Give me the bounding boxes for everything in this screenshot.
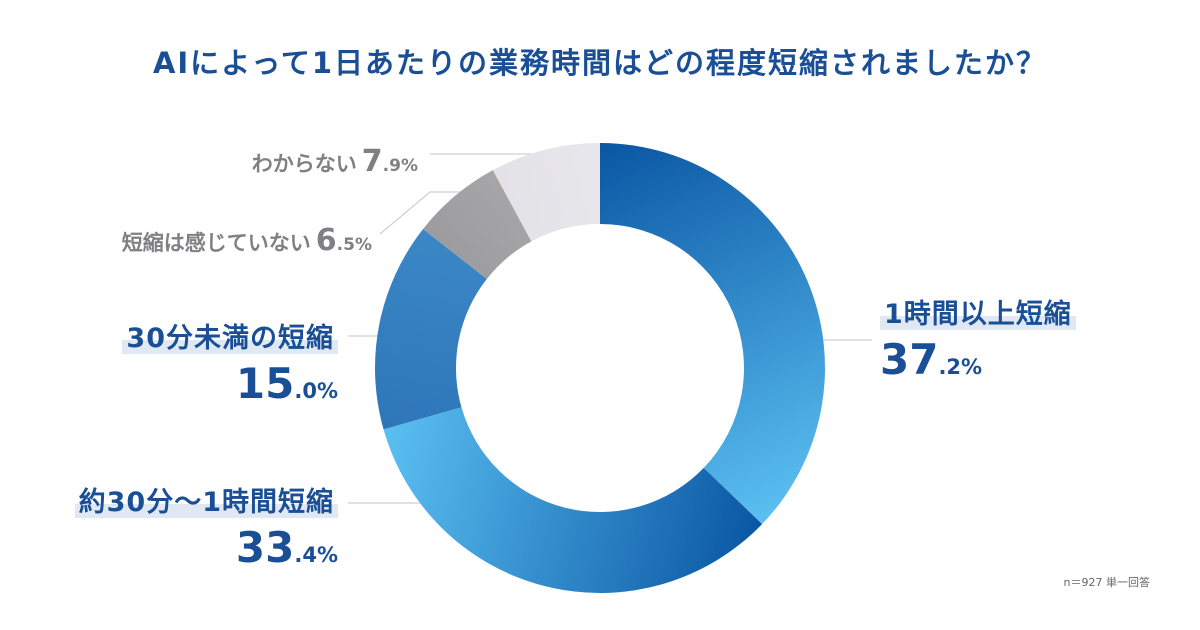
slice-dont-know xyxy=(492,143,600,242)
label-no-reduction-name: 短縮は感じていない xyxy=(121,231,311,255)
label-30min-to-1h: 約30分〜1時間短縮 33.4% xyxy=(74,480,338,572)
label-dont-know-pct-dec: .9% xyxy=(382,156,418,176)
label-30min-to-1h-name: 約30分〜1時間短縮 xyxy=(74,487,338,518)
label-dont-know-pct-int: 7 xyxy=(361,144,383,179)
label-no-reduction-pct-int: 6 xyxy=(315,223,337,258)
leader-no-reduction xyxy=(379,191,470,235)
slice-30min-to-1h xyxy=(383,407,763,594)
label-under-30min-pct-dec: .0% xyxy=(294,379,338,403)
label-over-1h-pct-dec: .2% xyxy=(938,355,983,379)
label-30min-to-1h-pct-int: 33 xyxy=(235,523,295,572)
label-no-reduction: 短縮は感じていない 6.5% xyxy=(122,223,372,258)
sample-note: n＝927 単一回答 xyxy=(1063,576,1150,589)
label-over-1h-name: 1時間以上短縮 xyxy=(880,299,1076,330)
slice-no-reduction xyxy=(423,170,532,280)
label-under-30min-name: 30分未満の短縮 xyxy=(122,323,338,354)
chart-title: AIによって1日あたりの業務時間はどの程度短縮されましたか？ xyxy=(152,46,1048,80)
label-30min-to-1h-pct-dec: .4% xyxy=(294,543,338,567)
label-over-1h: 1時間以上短縮 37.2% xyxy=(880,292,1076,384)
label-under-30min: 30分未満の短縮 15.0% xyxy=(122,316,338,408)
label-dont-know-name: わからない xyxy=(251,152,357,176)
donut-slices xyxy=(374,143,826,594)
slice-over-1h xyxy=(600,143,826,525)
label-dont-know: わからない 7.9% xyxy=(252,144,418,179)
label-no-reduction-pct-dec: .5% xyxy=(336,235,372,255)
slice-under-30min xyxy=(374,228,487,430)
label-over-1h-pct-int: 37 xyxy=(880,335,939,384)
label-under-30min-pct-int: 15 xyxy=(235,359,295,408)
